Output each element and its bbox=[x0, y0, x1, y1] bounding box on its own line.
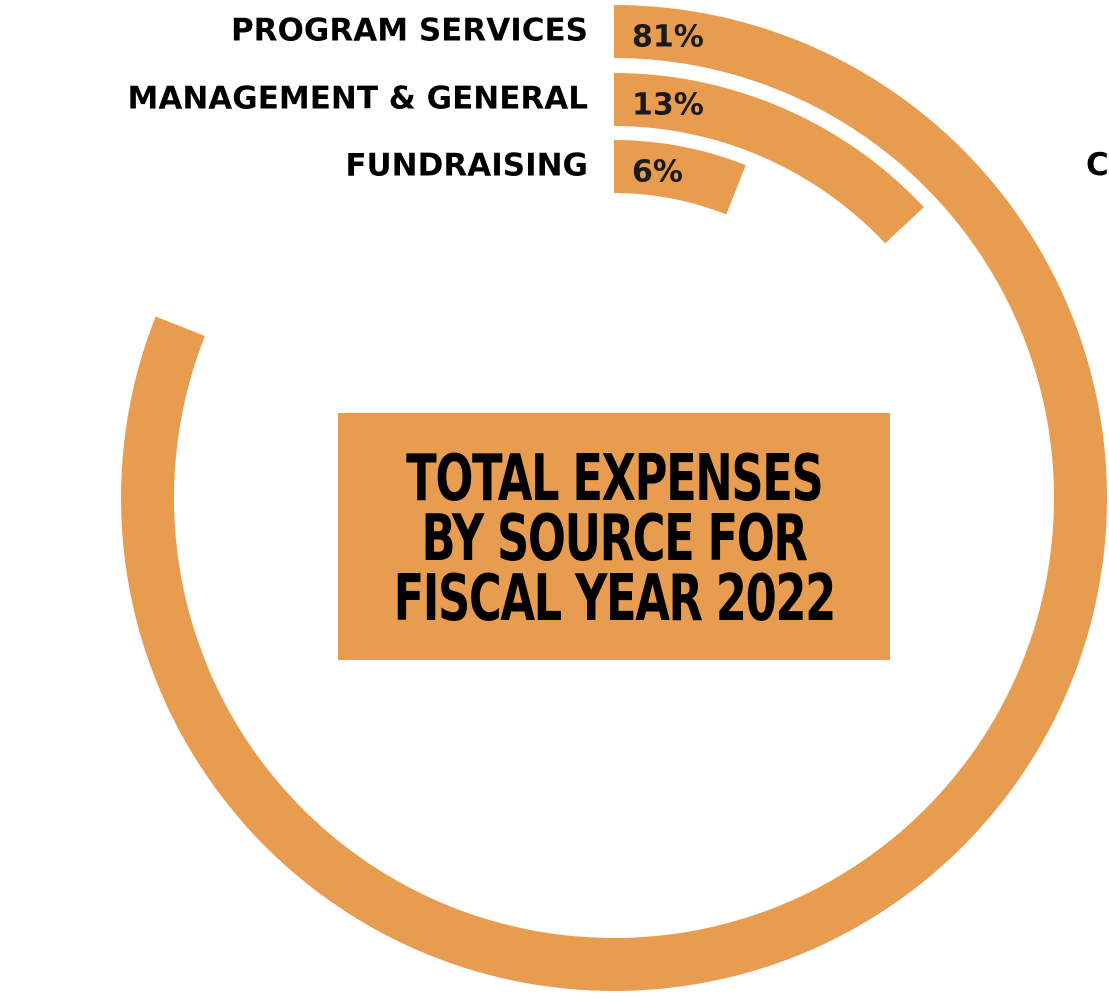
arc-fundraising bbox=[614, 140, 746, 215]
chart-title-line-2: BY SOURCE FOR bbox=[421, 501, 807, 576]
truncated-edge-text: C bbox=[1086, 147, 1109, 183]
arc-management-and-general bbox=[614, 73, 924, 244]
category-label-management-and-general: MANAGEMENT & GENERAL bbox=[128, 81, 589, 117]
chart-title-line-1: TOTAL EXPENSES bbox=[405, 441, 824, 516]
value-label-management-and-general: 13% bbox=[632, 88, 704, 123]
chart-labels: PROGRAM SERVICES 81% MANAGEMENT & GENERAL 1… bbox=[128, 13, 704, 190]
chart-title-line-3: FISCAL YEAR 2022 bbox=[393, 561, 836, 636]
category-label-fundraising: FUNDRAISING bbox=[345, 148, 588, 184]
value-label-fundraising: 6% bbox=[632, 155, 683, 190]
category-label-program-services: PROGRAM SERVICES bbox=[231, 13, 588, 49]
chart-arcs bbox=[120, 5, 1108, 992]
chart-title-box: TOTAL EXPENSES BY SOURCE FOR FISCAL YEAR… bbox=[338, 413, 890, 660]
value-label-program-services: 81% bbox=[632, 20, 704, 55]
